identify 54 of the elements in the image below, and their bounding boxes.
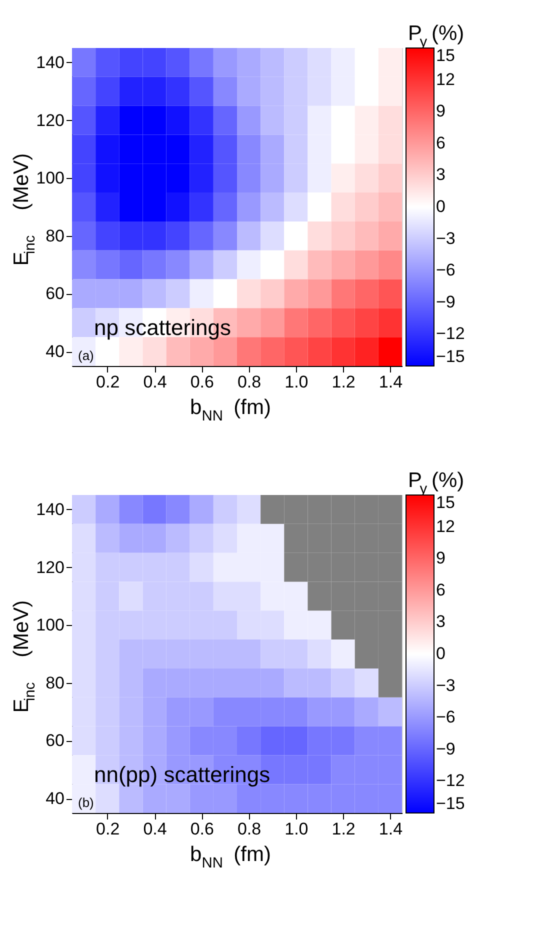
x-tick-label: 0.4 [143, 820, 167, 838]
y-tick-label: 100 [36, 168, 64, 188]
color-bar-label: 12 [436, 516, 455, 536]
x-tick-label: 1.0 [284, 372, 308, 392]
x-tick-label: 1.0 [284, 820, 308, 838]
color-bar-label: 3 [436, 165, 446, 184]
x-tick-label: 0.2 [96, 820, 120, 838]
color-bar-label: −12 [436, 324, 465, 344]
x-tick-label: 0.8 [237, 372, 262, 392]
color-bar-label: 9 [436, 548, 446, 568]
text: Einc (MeV) [10, 153, 38, 266]
y-tick-label: 140 [36, 500, 64, 519]
color-bar-label: 12 [436, 70, 455, 89]
y-tick-label: 80 [46, 673, 64, 692]
color-bar-label: −9 [436, 739, 456, 758]
y-tick-label: 120 [36, 558, 64, 577]
annotation: nn(pp) scatterings [94, 762, 270, 787]
y-tick-label: 140 [36, 52, 64, 72]
color-bar-label: 15 [436, 493, 455, 512]
annotation: np scatterings [94, 315, 231, 340]
color-bar-label: −15 [436, 347, 465, 366]
color-bar-label: 6 [436, 133, 446, 152]
color-bar-label: −6 [436, 260, 456, 280]
color-bar-label: 15 [436, 46, 455, 65]
x-tick-label: 1.2 [332, 372, 356, 392]
x-tick-label: 1.2 [332, 820, 356, 838]
color-bar-label: −3 [436, 228, 456, 248]
y-tick-label: 120 [36, 110, 64, 130]
annotation: (b) [78, 795, 94, 810]
color-bar-label: 9 [436, 102, 446, 121]
y-tick-label: 40 [46, 789, 64, 808]
color-bar-label: 3 [436, 612, 446, 632]
color-bar-label: −12 [436, 771, 465, 790]
color-bar-label: −3 [436, 676, 456, 695]
x-tick-label: 0.2 [96, 372, 120, 392]
x-tick-label: 0.4 [143, 372, 167, 392]
color-bar-label: −9 [436, 292, 456, 312]
y-tick-label: 60 [46, 731, 64, 750]
text: Einc (MeV) [10, 600, 38, 713]
y-tick-label: 60 [46, 284, 64, 304]
x-tick-label: 1.4 [378, 372, 403, 392]
y-tick-label: 40 [46, 342, 64, 362]
color-bar-label: −15 [436, 794, 465, 813]
color-bar-label: −6 [436, 708, 456, 727]
annotation: (a) [78, 348, 94, 363]
color-bar-label: 6 [436, 580, 446, 600]
color-bar-label: 0 [436, 644, 446, 663]
x-tick-label: 1.4 [378, 820, 403, 838]
x-tick-label: 0.6 [190, 820, 214, 838]
color-bar-label: 0 [436, 197, 446, 216]
y-tick-label: 80 [46, 226, 64, 246]
y-tick-label: 100 [36, 616, 64, 635]
x-tick-label: 0.6 [190, 372, 214, 392]
x-tick-label: 0.8 [237, 820, 262, 838]
